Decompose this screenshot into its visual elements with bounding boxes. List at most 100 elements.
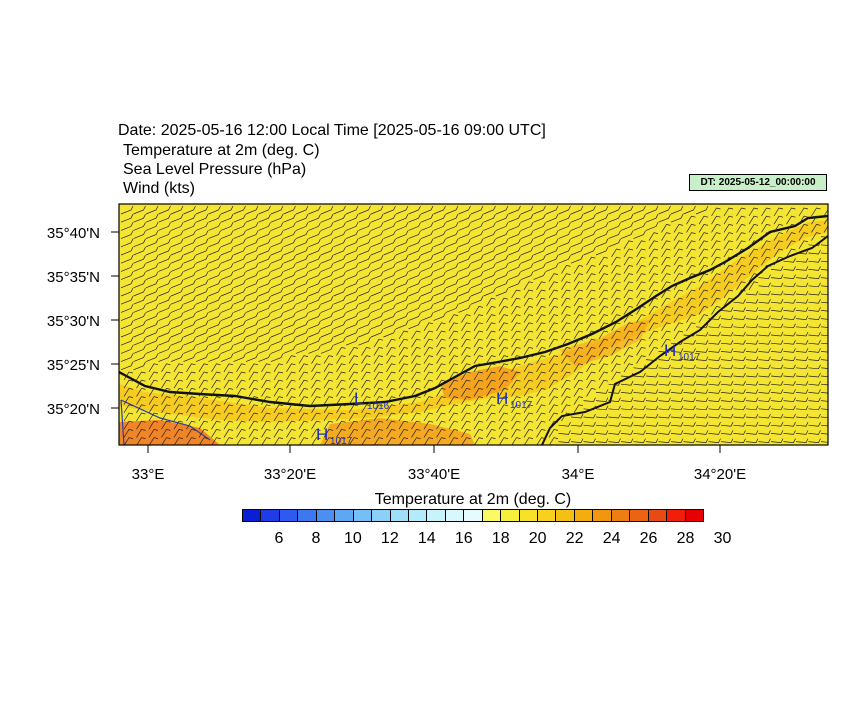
- wind-barb: [720, 372, 734, 378]
- wind-barb: [120, 304, 134, 313]
- wind-barb: [708, 340, 721, 345]
- wind-barb: [695, 323, 709, 329]
- wind-barb: [170, 238, 184, 248]
- wind-barb: [398, 396, 409, 405]
- wind-barb: [345, 205, 359, 215]
- wind-barb: [770, 389, 784, 394]
- wind-barb: [536, 379, 546, 389]
- wind-barb: [611, 281, 621, 290]
- wind-barb: [373, 428, 384, 438]
- wind-barb: [420, 246, 434, 256]
- wind-barb: [183, 279, 196, 289]
- wind-barb: [295, 255, 309, 264]
- wind-barb: [173, 379, 184, 389]
- wind-barb: [145, 271, 159, 280]
- wind-barb: [773, 240, 784, 249]
- wind-barb: [220, 271, 234, 280]
- wind-barb: [120, 320, 134, 330]
- wind-barb: [458, 279, 471, 289]
- wind-barb: [245, 287, 259, 297]
- wind-barb: [258, 222, 271, 231]
- wind-barb: [820, 269, 828, 271]
- wind-barb: [286, 379, 296, 389]
- wind-barb: [186, 387, 196, 397]
- wind-barb: [411, 420, 421, 430]
- wind-barb: [658, 389, 671, 394]
- wind-barb: [170, 230, 184, 239]
- wind-barb: [233, 230, 246, 239]
- wind-barb: [383, 279, 396, 289]
- wind-barb: [783, 389, 796, 394]
- wind-barb: [198, 420, 209, 430]
- wind-barb: [120, 353, 134, 362]
- wind-barb: [270, 296, 284, 305]
- wind-barb: [808, 340, 821, 345]
- wind-barb: [158, 337, 171, 346]
- wind-barb: [286, 355, 296, 364]
- wind-barb: [570, 430, 584, 435]
- wind-barb: [586, 346, 596, 356]
- wind-barb: [698, 305, 709, 315]
- lat-axis: 35°40'N 35°35'N 35°30'N 35°25'N 35°20'N: [47, 225, 119, 418]
- wind-barb: [720, 315, 734, 320]
- wind-barb: [411, 412, 421, 422]
- wind-barb: [361, 363, 371, 372]
- wind-barb: [608, 222, 621, 231]
- wind-barb: [486, 412, 496, 422]
- wind-barb: [486, 420, 496, 430]
- wind-barb: [736, 289, 746, 299]
- wind-barb: [733, 340, 746, 345]
- wind-barb: [348, 428, 359, 438]
- wind-barb: [320, 328, 334, 338]
- wind-barb: [548, 428, 559, 438]
- wind-barb: [586, 289, 596, 299]
- wind-barb: [473, 322, 484, 331]
- wind-barb: [820, 433, 828, 435]
- wind-barb: [220, 205, 234, 215]
- wind-barb: [283, 271, 296, 280]
- wind-barb: [561, 363, 571, 372]
- wind-barb: [408, 296, 421, 305]
- wind-barb: [298, 363, 309, 372]
- wind-barb: [348, 355, 359, 364]
- wind-barb: [661, 322, 671, 331]
- wind-barb: [683, 340, 696, 345]
- wind-barb: [158, 214, 171, 223]
- wind-barb: [720, 323, 734, 329]
- wind-barb: [208, 296, 221, 305]
- wind-barb: [236, 396, 246, 405]
- pressure-type-label: H: [664, 341, 676, 360]
- wind-barb: [270, 279, 284, 289]
- wind-barb: [323, 387, 334, 397]
- wind-barb: [733, 389, 746, 394]
- wind-barb: [683, 422, 696, 427]
- wind-barb: [598, 305, 609, 315]
- wind-barb: [223, 396, 234, 405]
- wind-barb: [536, 371, 546, 381]
- wind-barb: [798, 232, 809, 241]
- wind-barb: [273, 437, 284, 445]
- wind-barb: [433, 312, 446, 321]
- wind-barb: [245, 271, 259, 280]
- wind-barb: [311, 363, 321, 372]
- wind-barb: [148, 379, 159, 389]
- wind-barb: [436, 338, 446, 348]
- wind-barb: [658, 214, 671, 223]
- wind-barb: [783, 307, 796, 312]
- wind-barb: [195, 304, 209, 313]
- wind-barb: [573, 363, 584, 372]
- wind-barb: [183, 271, 196, 280]
- wind-barb: [820, 383, 828, 386]
- wind-barb: [595, 222, 609, 231]
- wind-barb: [195, 238, 209, 248]
- wind-barb: [370, 255, 384, 264]
- wind-barb: [583, 422, 596, 427]
- wind-barb: [808, 422, 821, 427]
- wind-barb: [308, 337, 321, 346]
- wind-barb: [536, 412, 546, 422]
- wind-barb: [361, 428, 371, 438]
- wind-barb: [158, 246, 171, 256]
- wind-barb: [645, 413, 659, 419]
- wind-barb: [758, 413, 771, 419]
- wind-barb: [520, 205, 534, 215]
